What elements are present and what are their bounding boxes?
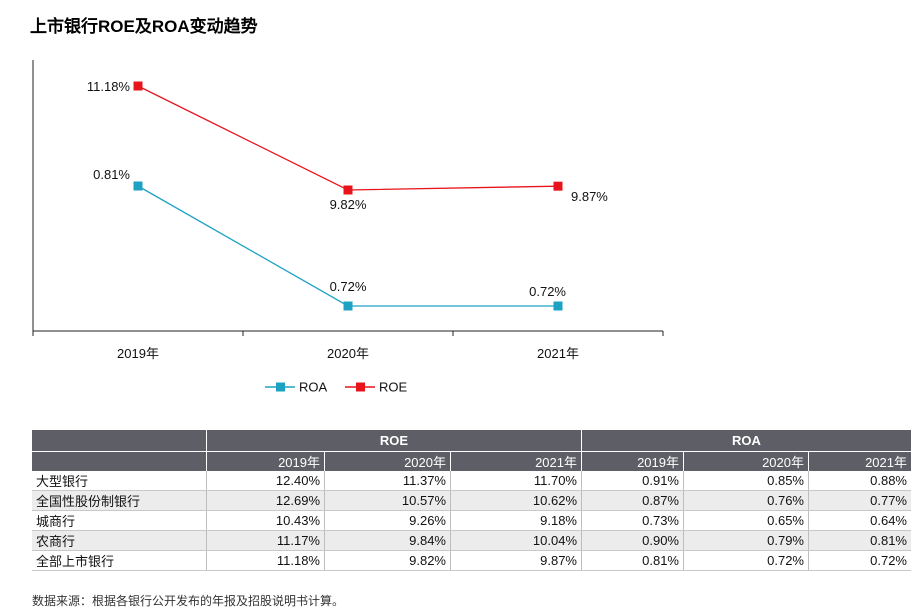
row-label: 城商行 <box>32 510 207 531</box>
table-row: 农商行 11.17% 9.84% 10.04% 0.90% 0.79% 0.81% <box>32 530 911 551</box>
table-cell: 0.90% <box>581 530 684 551</box>
table-cell: 10.04% <box>450 530 582 551</box>
table-cell: 0.79% <box>683 530 809 551</box>
legend-label-roa: ROA <box>299 380 328 395</box>
table-cell: 10.43% <box>206 510 325 531</box>
row-label: 大型银行 <box>32 471 207 491</box>
table-cell: 0.73% <box>581 510 684 531</box>
table-cell: 11.70% <box>450 471 582 491</box>
data-label-roa: 0.81% <box>93 167 130 182</box>
table-cell: 0.91% <box>581 471 684 491</box>
table-cell: 9.84% <box>324 530 451 551</box>
table-group-header-row: ROE ROA <box>32 430 911 452</box>
line-chart: 2019年 2020年 2021年 0.81% 0.72% 0.72% 11.18% 9.82… <box>32 60 664 395</box>
table-cell: 0.77% <box>808 490 911 511</box>
data-label-roe: 9.87% <box>571 189 608 204</box>
table-row: 大型银行 12.40% 11.37% 11.70% 0.91% 0.85% 0.88% <box>32 471 911 491</box>
x-tick-label: 2019年 <box>117 346 159 361</box>
year-header: 2020年 <box>324 451 451 471</box>
table-body: 大型银行 12.40% 11.37% 11.70% 0.91% 0.85% 0.88% 全国性… <box>32 471 911 571</box>
table-row: 全部上市银行 11.18% 9.82% 9.87% 0.81% 0.72% 0.72% <box>32 550 911 571</box>
table-cell: 9.18% <box>450 510 582 531</box>
year-header: 2021年 <box>450 451 582 471</box>
table-cell: 0.64% <box>808 510 911 531</box>
data-label-roa: 0.72% <box>529 284 566 299</box>
table-row: 城商行 10.43% 9.26% 9.18% 0.73% 0.65% 0.64% <box>32 510 911 531</box>
data-point-roe <box>553 181 563 191</box>
year-header: 2020年 <box>683 451 809 471</box>
data-point-roa <box>133 181 143 191</box>
data-table: ROE ROA 2019年 2020年 2021年 2019年 2020年 20… <box>32 430 911 571</box>
data-point-roa <box>343 301 353 311</box>
data-label-roa: 0.72% <box>330 279 367 294</box>
legend-marker-roe <box>356 382 365 392</box>
year-header: 2019年 <box>206 451 325 471</box>
legend-label-roe: ROE <box>379 380 408 395</box>
table-cell: 9.82% <box>324 550 451 571</box>
table-cell: 0.85% <box>683 471 809 491</box>
year-header: 2021年 <box>808 451 911 471</box>
row-label: 全国性股份制银行 <box>32 490 207 511</box>
table-year-header-row: 2019年 2020年 2021年 2019年 2020年 2021年 <box>32 451 911 471</box>
legend-marker-roa <box>276 382 285 392</box>
group-header-roa: ROA <box>581 430 911 452</box>
table-row: 全国性股份制银行 12.69% 10.57% 10.62% 0.87% 0.76% 0.77… <box>32 490 911 511</box>
table-cell: 0.81% <box>808 530 911 551</box>
row-label: 全部上市银行 <box>32 550 207 571</box>
data-point-roa <box>553 301 563 311</box>
year-header: 2019年 <box>581 451 684 471</box>
table-cell: 12.69% <box>206 490 325 511</box>
table-corner-2 <box>32 451 207 471</box>
table-cell: 9.87% <box>450 550 582 571</box>
table-cell: 9.26% <box>324 510 451 531</box>
x-tick-label: 2021年 <box>537 346 579 361</box>
source-note: 数据来源：根据各银行公开发布的年报及招股说明书计算。 <box>32 594 345 608</box>
table-cell: 11.17% <box>206 530 325 551</box>
data-label-roe: 11.18% <box>87 79 131 94</box>
data-point-roe <box>133 81 143 91</box>
data-label-roe: 9.82% <box>330 197 367 212</box>
table-cell: 0.87% <box>581 490 684 511</box>
series-line-roe <box>137 85 559 191</box>
data-point-roe <box>343 185 353 195</box>
table-cell: 0.72% <box>808 550 911 571</box>
group-header-roe: ROE <box>206 430 582 452</box>
table-cell: 0.65% <box>683 510 809 531</box>
table-cell: 0.72% <box>683 550 809 571</box>
chart-title: 上市银行ROE及ROA变动趋势 <box>30 17 258 36</box>
table-cell: 10.62% <box>450 490 582 511</box>
table-cell: 10.57% <box>324 490 451 511</box>
table-cell: 11.37% <box>324 471 451 491</box>
table-cell: 11.18% <box>206 550 325 571</box>
row-label: 农商行 <box>32 530 207 551</box>
x-tick-label: 2020年 <box>327 346 369 361</box>
table-corner <box>32 430 207 452</box>
table-cell: 0.81% <box>581 550 684 571</box>
table-cell: 0.88% <box>808 471 911 491</box>
table-cell: 12.40% <box>206 471 325 491</box>
table-cell: 0.76% <box>683 490 809 511</box>
